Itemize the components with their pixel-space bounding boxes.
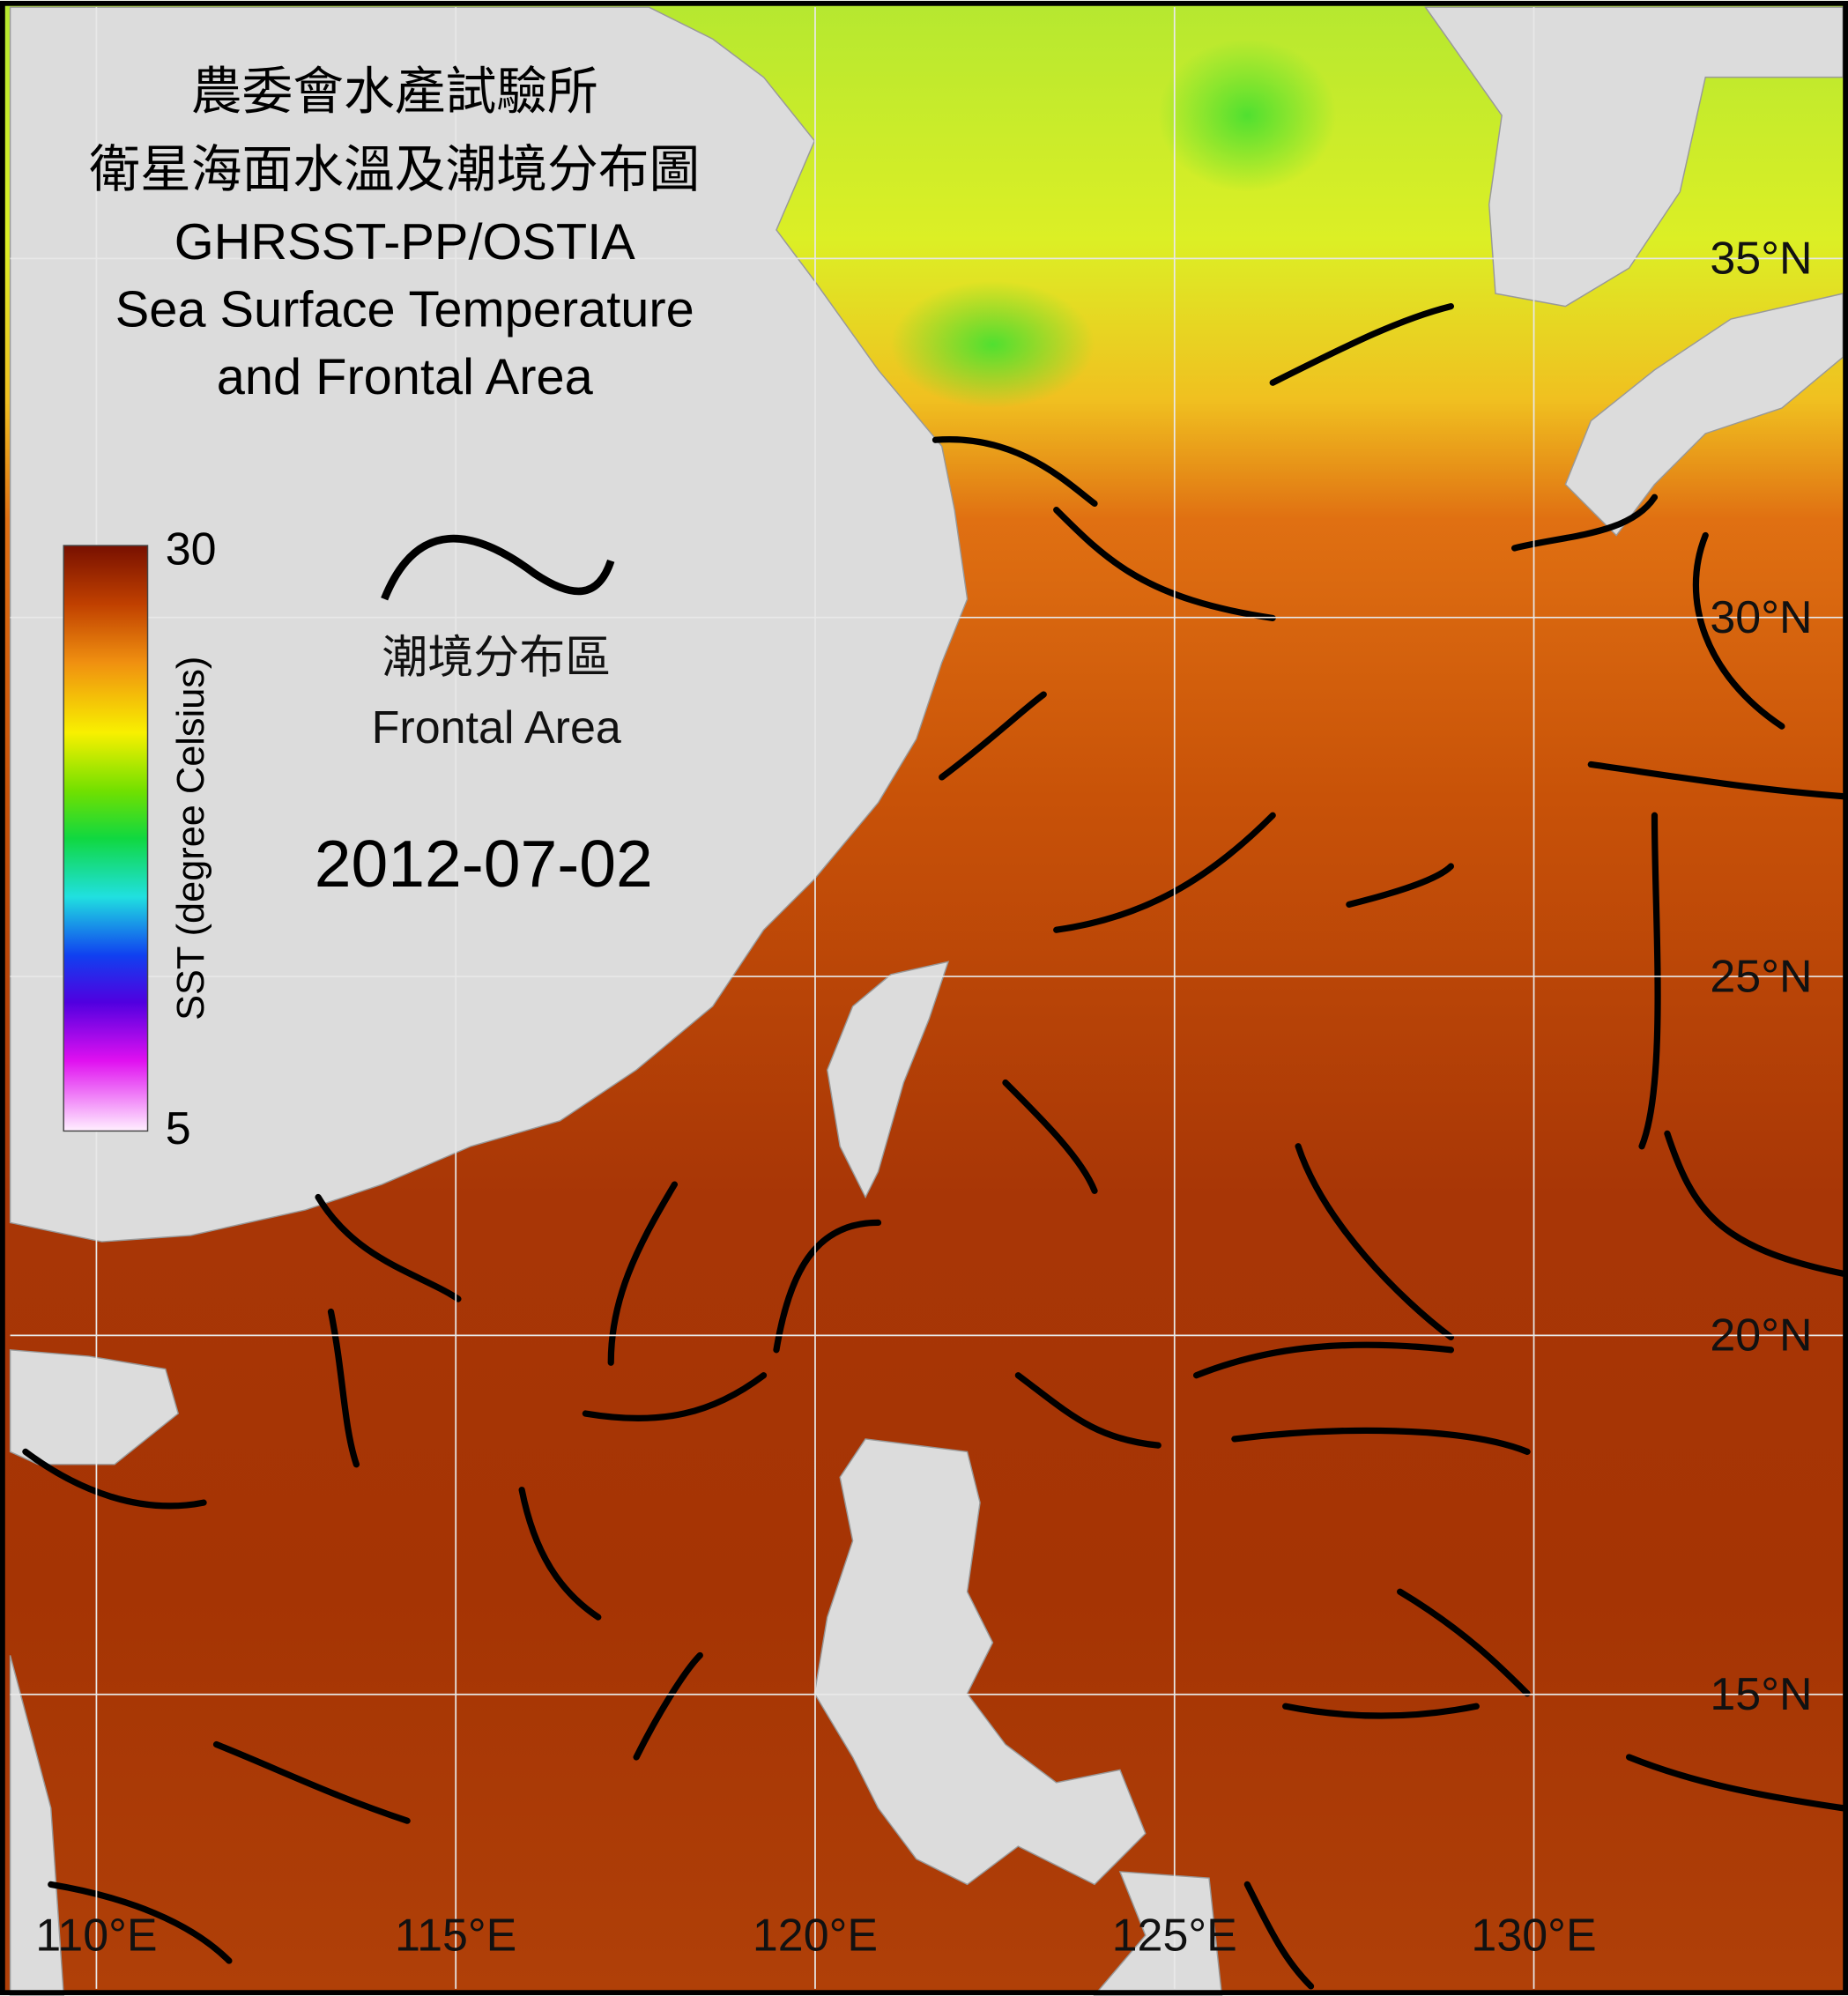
front [1053,507,1276,622]
front [327,1308,360,1468]
lat-label: 30°N [1710,592,1812,643]
colorbar [63,545,149,1132]
front [1269,302,1455,386]
colorbar-min: 5 [166,1103,191,1154]
front [1664,1130,1846,1277]
front [773,1219,882,1354]
front [1282,1703,1480,1719]
title-line: 農委會水產試驗所 [191,64,598,121]
front [1014,1372,1161,1449]
lat-label: 35°N [1710,234,1812,285]
front [633,1651,703,1761]
front [931,435,1098,508]
lon-label: 115°E [395,1910,516,1961]
legend-line [381,534,615,601]
front [1002,1079,1098,1194]
front [518,1487,602,1621]
front [1587,761,1846,800]
land [9,6,1844,1996]
japan [1564,293,1844,537]
front [212,1740,411,1824]
title-line: 衛星海面水溫及潮境分布圖 [89,142,700,198]
lon-label: 130°E [1471,1910,1596,1961]
colorbar-label: SST (degree Celsius) [170,657,212,1020]
title-line: and Frontal Area [217,349,594,405]
date: 2012-07-02 [315,827,653,901]
front [48,1881,233,1964]
hainan [9,1349,180,1465]
title-line: Sea Surface Temperature [115,282,694,338]
front [22,1448,207,1510]
front [1192,1341,1455,1379]
legend-en: Frontal Area [372,702,621,753]
cool-water [1158,39,1337,192]
lon-label: 110°E [35,1910,157,1961]
colorbar-max: 30 [166,524,217,575]
front [1243,1881,1315,1990]
lat-label: 20°N [1710,1310,1812,1362]
front [939,691,1047,781]
luzon [813,1438,1147,1886]
taiwan [826,961,950,1199]
lon-label: 120°E [753,1910,878,1961]
front [582,1372,768,1422]
china [9,6,969,1243]
front [1692,531,1785,730]
lon-label: 125°E [1112,1910,1237,1961]
front [1625,1754,1846,1812]
front [1638,812,1661,1150]
legend-zh: 潮境分布區 [382,633,611,684]
title-line: GHRSST-PP/OSTIA [174,214,636,271]
lat-label: 25°N [1710,951,1812,1002]
cool-water [890,280,1095,409]
front [1346,863,1455,908]
front [1231,1427,1531,1455]
front [1295,1143,1455,1340]
lat-label: 15°N [1710,1669,1812,1720]
front [607,1181,679,1366]
front [1397,1588,1531,1697]
front [315,1193,462,1302]
